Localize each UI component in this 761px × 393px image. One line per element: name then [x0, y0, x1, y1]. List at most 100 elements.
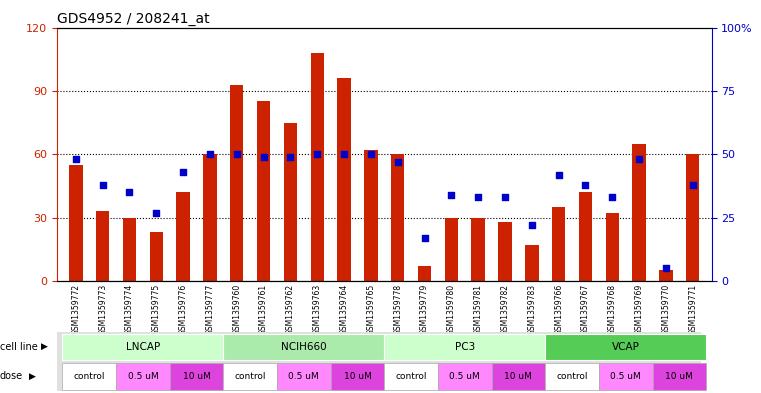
Bar [62, 334, 224, 360]
Bar [606, 213, 619, 281]
Text: ▶: ▶ [29, 372, 36, 381]
Point [123, 189, 135, 195]
Bar [552, 207, 565, 281]
Bar [277, 363, 331, 389]
Text: GSM1359779: GSM1359779 [420, 284, 429, 335]
Bar [170, 363, 224, 389]
Text: 0.5 uM: 0.5 uM [128, 372, 158, 381]
Bar [123, 218, 136, 281]
Point [311, 151, 323, 157]
Text: GSM1359770: GSM1359770 [661, 284, 670, 335]
Bar [525, 245, 539, 281]
Text: GSM1359775: GSM1359775 [151, 284, 161, 335]
Text: control: control [234, 372, 266, 381]
Bar [230, 84, 244, 281]
Bar [331, 363, 384, 389]
Point [97, 182, 109, 188]
Text: 10 uM: 10 uM [505, 372, 533, 381]
Text: 0.5 uM: 0.5 uM [610, 372, 641, 381]
Bar [545, 334, 706, 360]
Bar [62, 363, 116, 389]
Text: GSM1359767: GSM1359767 [581, 284, 590, 335]
Bar [203, 154, 217, 281]
Bar [492, 363, 545, 389]
Point [338, 151, 350, 157]
Bar [652, 363, 706, 389]
Text: GSM1359765: GSM1359765 [366, 284, 375, 335]
Text: GSM1359782: GSM1359782 [501, 284, 510, 334]
Point [607, 194, 619, 200]
Bar [150, 232, 163, 281]
Bar [284, 123, 297, 281]
Text: cell line: cell line [0, 342, 38, 352]
Point [526, 222, 538, 228]
Point [686, 182, 699, 188]
Text: GSM1359760: GSM1359760 [232, 284, 241, 335]
Text: ▶: ▶ [41, 342, 48, 351]
Point [150, 209, 162, 216]
Point [633, 156, 645, 162]
Text: control: control [396, 372, 427, 381]
Text: GSM1359774: GSM1359774 [125, 284, 134, 335]
Point [70, 156, 82, 162]
Point [365, 151, 377, 157]
Point [177, 169, 189, 175]
Text: 10 uM: 10 uM [343, 372, 371, 381]
Bar [579, 192, 592, 281]
Text: control: control [556, 372, 587, 381]
Bar [391, 154, 404, 281]
Bar [116, 363, 170, 389]
Text: GSM1359761: GSM1359761 [259, 284, 268, 335]
Text: GSM1359764: GSM1359764 [339, 284, 349, 335]
Text: 10 uM: 10 uM [183, 372, 211, 381]
Bar [224, 334, 384, 360]
Bar [177, 192, 189, 281]
Text: GDS4952 / 208241_at: GDS4952 / 208241_at [57, 13, 210, 26]
Text: PC3: PC3 [454, 342, 475, 352]
Bar [472, 218, 485, 281]
Bar [365, 150, 377, 281]
Text: 0.5 uM: 0.5 uM [288, 372, 319, 381]
Text: GSM1359773: GSM1359773 [98, 284, 107, 335]
Point [392, 159, 404, 165]
Text: GSM1359778: GSM1359778 [393, 284, 403, 335]
Bar [384, 363, 438, 389]
Bar [632, 144, 646, 281]
Text: VCAP: VCAP [612, 342, 640, 352]
Text: NCIH660: NCIH660 [281, 342, 326, 352]
Text: GSM1359768: GSM1359768 [608, 284, 617, 335]
Point [552, 171, 565, 178]
Bar [257, 101, 270, 281]
Text: 0.5 uM: 0.5 uM [450, 372, 480, 381]
Bar [69, 165, 82, 281]
Bar [418, 266, 431, 281]
Text: GSM1359783: GSM1359783 [527, 284, 537, 335]
Text: GSM1359762: GSM1359762 [286, 284, 295, 335]
Text: 10 uM: 10 uM [665, 372, 693, 381]
Text: GSM1359772: GSM1359772 [72, 284, 81, 335]
Text: GSM1359763: GSM1359763 [313, 284, 322, 335]
Point [660, 265, 672, 272]
Text: GSM1359777: GSM1359777 [205, 284, 215, 335]
Text: GSM1359769: GSM1359769 [635, 284, 644, 335]
Text: dose: dose [0, 371, 23, 381]
Bar [659, 270, 673, 281]
Text: GSM1359780: GSM1359780 [447, 284, 456, 335]
Text: LNCAP: LNCAP [126, 342, 160, 352]
Point [204, 151, 216, 157]
Point [445, 192, 457, 198]
Point [257, 154, 269, 160]
Point [285, 154, 297, 160]
Bar [337, 78, 351, 281]
Point [499, 194, 511, 200]
Bar [545, 363, 599, 389]
Point [231, 151, 243, 157]
Point [472, 194, 484, 200]
Bar [444, 218, 458, 281]
Bar [438, 363, 492, 389]
Bar [498, 222, 511, 281]
Bar [599, 363, 652, 389]
Point [579, 182, 591, 188]
Text: GSM1359771: GSM1359771 [688, 284, 697, 335]
Point [419, 235, 431, 241]
